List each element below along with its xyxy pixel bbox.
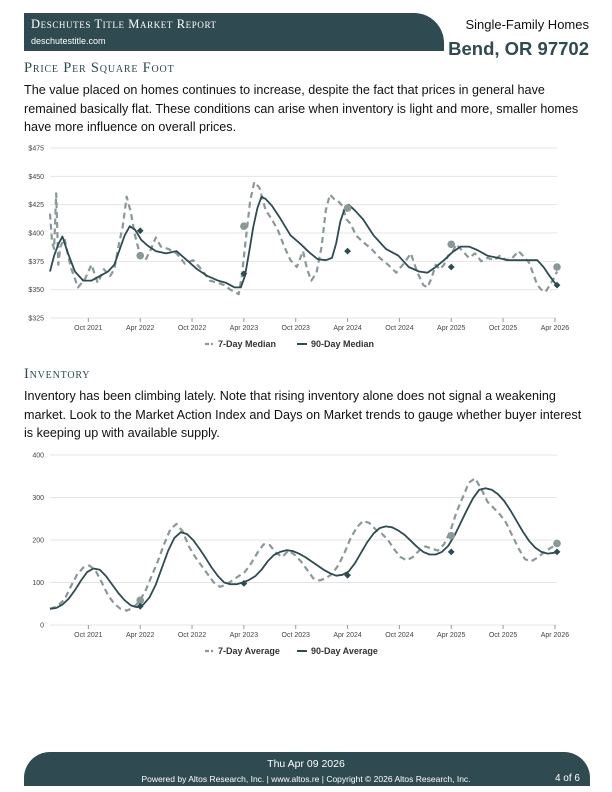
x-tick-label: Apr 2024 <box>333 632 362 639</box>
series-line-7day <box>48 180 559 296</box>
marker-7day-circle <box>447 240 456 249</box>
x-tick-label: Apr 2022 <box>126 325 155 332</box>
x-tick-label: Oct 2022 <box>178 632 207 639</box>
marker-90day-diamond <box>240 270 248 278</box>
y-tick-label: $475 <box>28 146 44 153</box>
x-tick-label: Apr 2026 <box>541 325 570 332</box>
section-title-inventory: Inventory <box>24 366 91 382</box>
marker-7day-circle <box>240 222 248 230</box>
footer-date: Thu Apr 09 2026 <box>267 758 345 770</box>
series-line-7day <box>49 477 558 612</box>
y-tick-label: 100 <box>32 580 44 587</box>
marker-7day-circle <box>553 263 561 271</box>
footer-copyright: Powered by Altos Research, Inc. | www.al… <box>141 774 471 784</box>
section-text-inventory: Inventory has been climbing lately. Note… <box>24 389 582 440</box>
marker-90day-diamond <box>240 579 248 587</box>
x-tick-label: Apr 2025 <box>437 632 466 639</box>
x-tick-label: Oct 2024 <box>385 632 414 639</box>
report-title: Deschutes Title Market Report <box>31 17 217 31</box>
marker-90day-diamond <box>553 281 561 289</box>
y-tick-label: $450 <box>28 174 44 181</box>
report-site[interactable]: deschutestitle.com <box>31 36 106 46</box>
x-tick-label: Oct 2024 <box>385 325 414 332</box>
marker-7day-circle <box>553 539 561 548</box>
marker-90day-diamond <box>344 247 351 255</box>
marker-90day-diamond <box>136 227 144 235</box>
x-tick-label: Apr 2024 <box>333 325 362 332</box>
x-tick-label: Oct 2022 <box>178 325 207 332</box>
y-tick-label: $325 <box>28 316 44 323</box>
y-tick-label: $375 <box>28 259 44 266</box>
legend-label-7day: 7-Day Average <box>218 646 280 656</box>
inventory-chart: 0 100 200 300 400 Oct 2021 Apr 2022 Oct 2022 Apr… <box>32 453 570 657</box>
x-tick-label: Apr 2025 <box>437 325 466 332</box>
header-band <box>24 13 444 51</box>
y-tick-label: 0 <box>40 623 44 630</box>
marker-90day-diamond <box>553 548 561 556</box>
marker-90day-diamond <box>136 602 144 610</box>
x-tick-label: Apr 2022 <box>126 632 155 639</box>
legend-label-7day: 7-Day Median <box>218 339 276 349</box>
x-tick-label: Oct 2023 <box>282 632 311 639</box>
x-tick-label: Oct 2021 <box>74 325 103 332</box>
x-tick-label: Apr 2026 <box>541 632 570 639</box>
marker-7day-circle <box>136 596 145 605</box>
footer-page-number: 4 of 6 <box>554 773 580 784</box>
x-tick-label: Apr 2023 <box>230 632 259 639</box>
x-tick-label: Oct 2025 <box>489 325 518 332</box>
legend-label-90day: 90-Day Median <box>311 339 374 349</box>
location-title: Bend, OR 97702 <box>448 38 589 59</box>
marker-7day-circle <box>343 204 352 212</box>
marker-90day-diamond <box>344 571 351 579</box>
x-tick-label: Oct 2025 <box>489 632 518 639</box>
marker-7day-circle <box>447 531 456 540</box>
series-line-90day <box>49 195 558 289</box>
section-title-price: Price Per Square Foot <box>24 60 175 76</box>
property-type: Single-Family Homes <box>465 17 589 32</box>
y-tick-label: 300 <box>32 495 44 502</box>
y-tick-label: $350 <box>28 287 44 294</box>
series-line-90day <box>49 487 558 610</box>
marker-90day-diamond <box>447 548 455 556</box>
legend-label-90day: 90-Day Average <box>311 646 378 656</box>
x-tick-label: Oct 2021 <box>74 632 103 639</box>
y-tick-label: 200 <box>32 538 44 545</box>
marker-7day-circle <box>136 251 145 260</box>
x-tick-label: Oct 2023 <box>282 325 311 332</box>
marker-90day-diamond <box>447 263 455 271</box>
footer-band <box>24 752 590 786</box>
x-tick-label: Apr 2023 <box>230 325 259 332</box>
y-tick-label: $400 <box>28 231 44 238</box>
y-tick-label: 400 <box>32 453 44 460</box>
y-tick-label: $425 <box>28 202 44 209</box>
price-per-sqft-chart: $325 $350 $375 $400 $425 $450 $475 Oct 2021 Apr … <box>28 146 570 350</box>
section-text-price: The value placed on homes continues to i… <box>24 83 579 134</box>
